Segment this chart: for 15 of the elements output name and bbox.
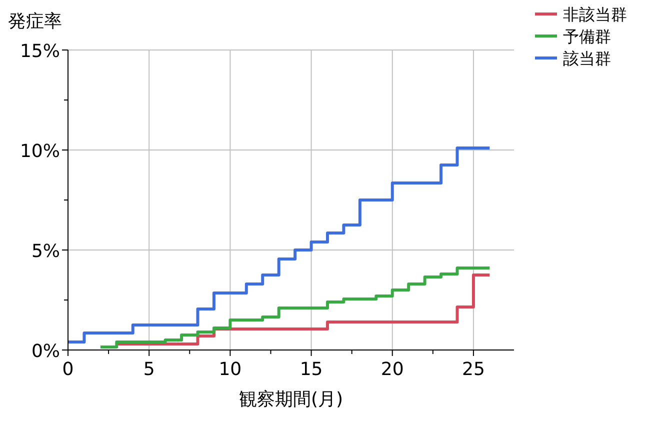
x-tick-label: 20 <box>380 359 404 380</box>
x-axis-title: 観察期間(月) <box>238 389 344 410</box>
y-axis-title: 発症率 <box>8 11 62 32</box>
x-tick-label: 10 <box>218 359 242 380</box>
x-tick-label: 15 <box>300 359 323 380</box>
x-tick-label: 5 <box>143 359 155 380</box>
x-tick-label: 0 <box>62 359 74 380</box>
legend-label: 非該当群 <box>563 5 627 24</box>
y-tick-label: 15% <box>20 41 60 62</box>
legend-label: 該当群 <box>563 49 611 68</box>
legend-label: 予備群 <box>563 27 611 46</box>
y-tick-label: 10% <box>20 141 60 162</box>
x-tick-label: 25 <box>462 359 485 380</box>
y-tick-label: 0% <box>31 341 60 362</box>
y-tick-label: 5% <box>31 241 60 262</box>
